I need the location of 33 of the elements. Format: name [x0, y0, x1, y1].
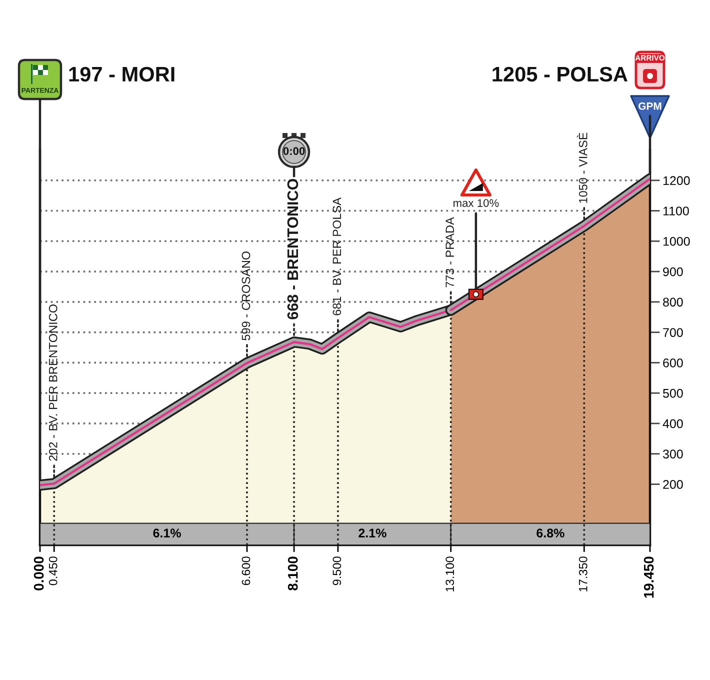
annotation: 773 - PRADA — [446, 217, 454, 288]
y-tick-label: 200 — [663, 480, 683, 489]
x-tick-label: 13.100 — [446, 556, 454, 592]
annotation: max 10% — [454, 199, 499, 207]
y-tick-label: 900 — [663, 267, 683, 276]
annotation: 599 - CROSANO — [242, 251, 250, 340]
x-tick-label: 19.450 — [644, 556, 654, 598]
band-label: 6.8% — [536, 528, 564, 538]
y-tick-label: 500 — [663, 388, 683, 398]
y-tick-label: 1100 — [663, 206, 689, 216]
x-tick-label: 8.100 — [288, 556, 298, 590]
text: 197 - MORI — [69, 66, 174, 82]
y-tick-label: 1200 — [663, 176, 690, 186]
annotation: 681 - BV. PER POLSA — [332, 198, 342, 316]
y-tick-label: 1000 — [663, 236, 690, 246]
x-tick-label: 17.350 — [578, 556, 588, 592]
band-label: 2.1% — [358, 528, 386, 538]
y-tick-label: 400 — [662, 419, 683, 428]
x-tick-label: 0.000 — [34, 556, 44, 590]
band-label: 6.1% — [153, 528, 181, 538]
annotation: GPM — [638, 102, 662, 110]
x-tick-label: 9.500 — [332, 556, 342, 586]
y-tick-label: 800 — [663, 298, 683, 307]
annotation: 0:00 — [283, 147, 305, 155]
annotation: 1050 - VIASÈ — [576, 132, 588, 203]
y-tick-label: 300 — [662, 450, 683, 458]
annotation: 202 - BV. PER BRENTONICO — [48, 304, 58, 461]
text: 1205 - POLSA — [492, 66, 628, 82]
x-tick-label: 0.450 — [48, 556, 58, 586]
x-tick-label: 6.600 — [242, 556, 250, 586]
y-tick-label: 700 — [663, 328, 683, 337]
y-tick-label: 600 — [663, 358, 683, 368]
annotation: 668 - BRENTONICO — [287, 178, 298, 320]
